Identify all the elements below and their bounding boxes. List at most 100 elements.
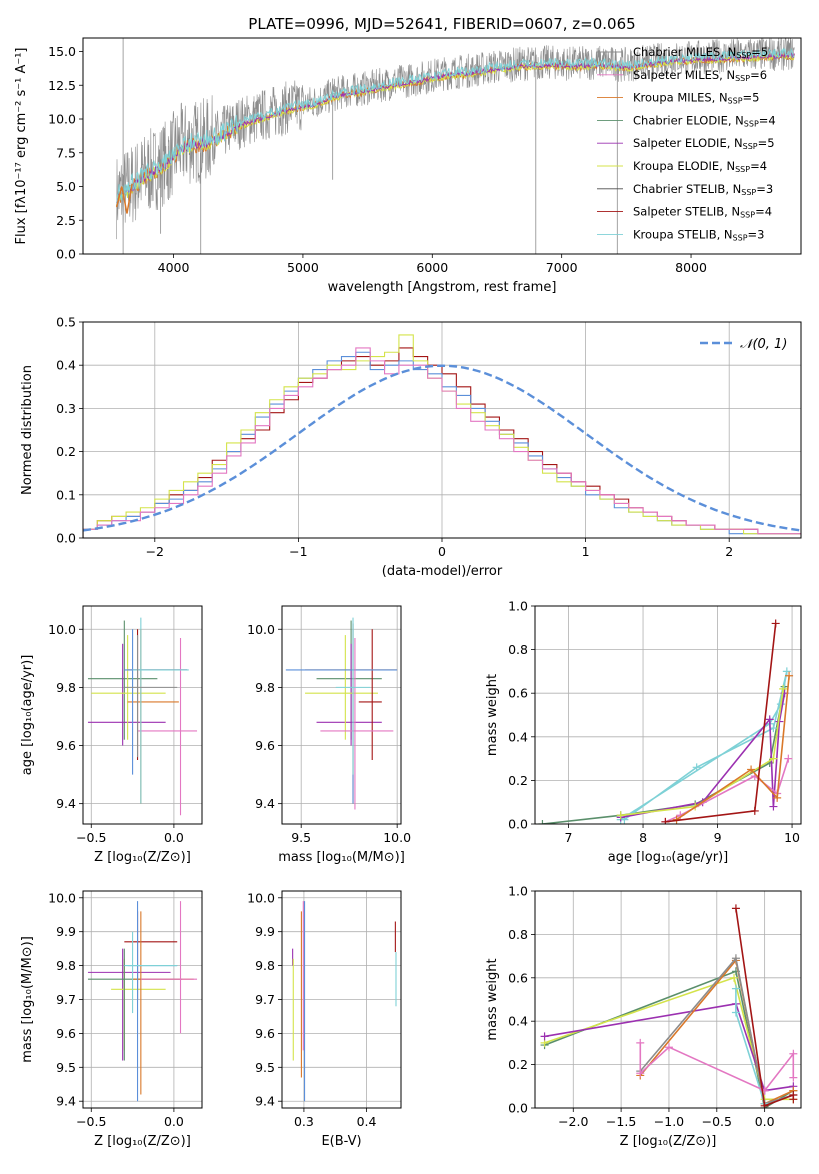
x-axis-label: E(B-V): [321, 1134, 361, 1149]
y-tick-label: 9.4: [255, 796, 275, 811]
plot-area: [540, 904, 798, 1108]
legend-label-text: Salpeter STELIB, N: [633, 205, 740, 219]
weight-marker: [636, 1069, 645, 1078]
x-tick-label: 0.0: [755, 1114, 775, 1129]
x-tick-label: −0.5: [76, 830, 106, 845]
gaussian-curve: [83, 364, 801, 532]
axes-frame: [534, 605, 802, 825]
y-axis-label: mass [log₁₀(M/M⊙)]: [20, 936, 35, 1063]
y-tick-label: 9.5: [56, 1060, 76, 1075]
x-axis-label: Z [log₁₀(Z/Z⊙)]: [94, 1134, 191, 1149]
histogram-series: [83, 334, 801, 538]
legend-label-sub: SSP: [741, 188, 756, 197]
spectrum-model-line: [116, 47, 795, 207]
y-tick-label: 0.2: [508, 1057, 528, 1072]
plot-area: [83, 334, 801, 538]
x-tick-label: 10.0: [383, 830, 411, 845]
weight-marker: [747, 765, 756, 774]
legend-label: Chabrier ELODIE, NSSP=4: [633, 113, 776, 128]
weight-marker: [789, 1049, 798, 1058]
x-tick-label: −2.0: [558, 1114, 588, 1129]
panel-age_vs_Z: −0.5 0.0 9.4 9.6 9.8 10.0 Z [log₁₀(Z/Z⊙)] age […: [20, 605, 203, 865]
x-tick-label: 9.5: [291, 830, 311, 845]
plot-area: [87, 901, 198, 1102]
weight-marker: [730, 973, 739, 982]
y-tick-label: 10.0: [48, 112, 76, 127]
plot-area: [538, 619, 794, 824]
panel-age_vs_mass: 9.5 10.0 9.4 9.6 9.8 10.0 mass [log₁₀(M/M⊙)]: [247, 605, 411, 865]
x-tick-label: 8: [639, 830, 647, 845]
weight-marker: [664, 1043, 673, 1052]
y-tick-label: 9.6: [255, 738, 275, 753]
weight-marker: [636, 1038, 645, 1047]
legend-label: Kroupa MILES, NSSP=5: [633, 91, 759, 106]
x-tick-label: −0.5: [702, 1114, 732, 1129]
legend-label-sub: SSP: [744, 119, 759, 128]
histogram-series: [83, 347, 801, 538]
x-tick-label: 0.0: [164, 1114, 184, 1129]
weight-series-line: [639, 1042, 795, 1092]
legend-label-sub: SSP: [740, 211, 755, 220]
y-axis-label: Flux [fλ10⁻¹⁷ erg cm⁻² s⁻¹ A⁻¹]: [14, 48, 29, 245]
weight-marker: [760, 1101, 769, 1108]
x-tick-label: −1.0: [654, 1114, 684, 1129]
y-tick-label: 9.4: [56, 1094, 76, 1109]
legend-label-text: Kroupa STELIB, N: [633, 227, 733, 241]
y-tick-label: 2.5: [56, 213, 76, 228]
weight-marker: [731, 954, 740, 963]
x-axis-label: (data-model)/error: [382, 564, 503, 579]
y-tick-label: 9.9: [56, 924, 76, 939]
weight-series-line: [676, 675, 790, 821]
legend-label-tail: =5: [743, 91, 760, 105]
legend-label-tail: =5: [758, 136, 775, 150]
weight-series-line: [639, 956, 794, 1105]
x-tick-label: −1.5: [606, 1114, 636, 1129]
x-tick-label: 7: [565, 830, 573, 845]
legend-label-sub: SSP: [743, 142, 758, 151]
weight-marker: [750, 806, 759, 815]
x-tick-label: 8000: [675, 260, 707, 275]
weight-series-line: [620, 688, 784, 817]
y-tick-label: 9.8: [255, 680, 275, 695]
legend-label-tail: =4: [759, 113, 776, 127]
weight-series-line: [665, 623, 777, 823]
legend-label: 𝒩(0, 1): [740, 337, 787, 352]
axes-frame: [82, 890, 203, 1109]
y-tick-label: 0.1: [56, 487, 76, 502]
weight-marker: [731, 904, 740, 913]
legend-label-sub: SSP: [733, 233, 748, 242]
x-tick-label: 2: [725, 544, 733, 559]
legend-label-text: Chabrier STELIB, N: [633, 182, 741, 196]
legend-label: Salpeter STELIB, NSSP=4: [633, 205, 772, 220]
legend-label: Kroupa STELIB, NSSP=3: [633, 227, 764, 242]
legend-label-tail: =4: [755, 205, 772, 219]
weight-marker: [540, 1032, 549, 1041]
x-axis-label: Z [log₁₀(Z/Z⊙)]: [620, 1134, 717, 1149]
weight-marker: [784, 754, 793, 763]
axes-frame: [82, 37, 802, 255]
errorbar-point: [335, 617, 371, 775]
x-axis-label: Z [log₁₀(Z/Z⊙)]: [94, 850, 191, 865]
y-tick-label: 1.0: [508, 599, 528, 614]
x-tick-label: 10: [784, 830, 800, 845]
x-tick-label: 0.3: [294, 1114, 314, 1129]
y-tick-label: 9.8: [255, 958, 275, 973]
weight-marker: [538, 820, 547, 824]
legend-label-text: Salpeter MILES, N: [633, 68, 735, 82]
panel-spectrum: 4000 5000 6000 7000 8000 0.0 2.5 5.0 7.5 10.0 12.5…: [14, 37, 802, 295]
x-tick-label: −2: [146, 544, 164, 559]
y-tick-label: 9.8: [56, 958, 76, 973]
weight-series-line: [620, 693, 786, 819]
legend-label-text: Kroupa MILES, N: [633, 91, 728, 105]
weight-marker: [616, 811, 625, 820]
x-tick-label: 0.0: [164, 830, 184, 845]
legend-label-tail: =3: [748, 227, 765, 241]
errorbar-point: [358, 629, 382, 761]
y-tick-label: 7.5: [56, 145, 76, 160]
weight-marker: [789, 1095, 798, 1104]
y-tick-label: 9.4: [56, 796, 76, 811]
weight-marker: [731, 1008, 740, 1017]
legend-label: Chabrier STELIB, NSSP=3: [633, 182, 773, 197]
